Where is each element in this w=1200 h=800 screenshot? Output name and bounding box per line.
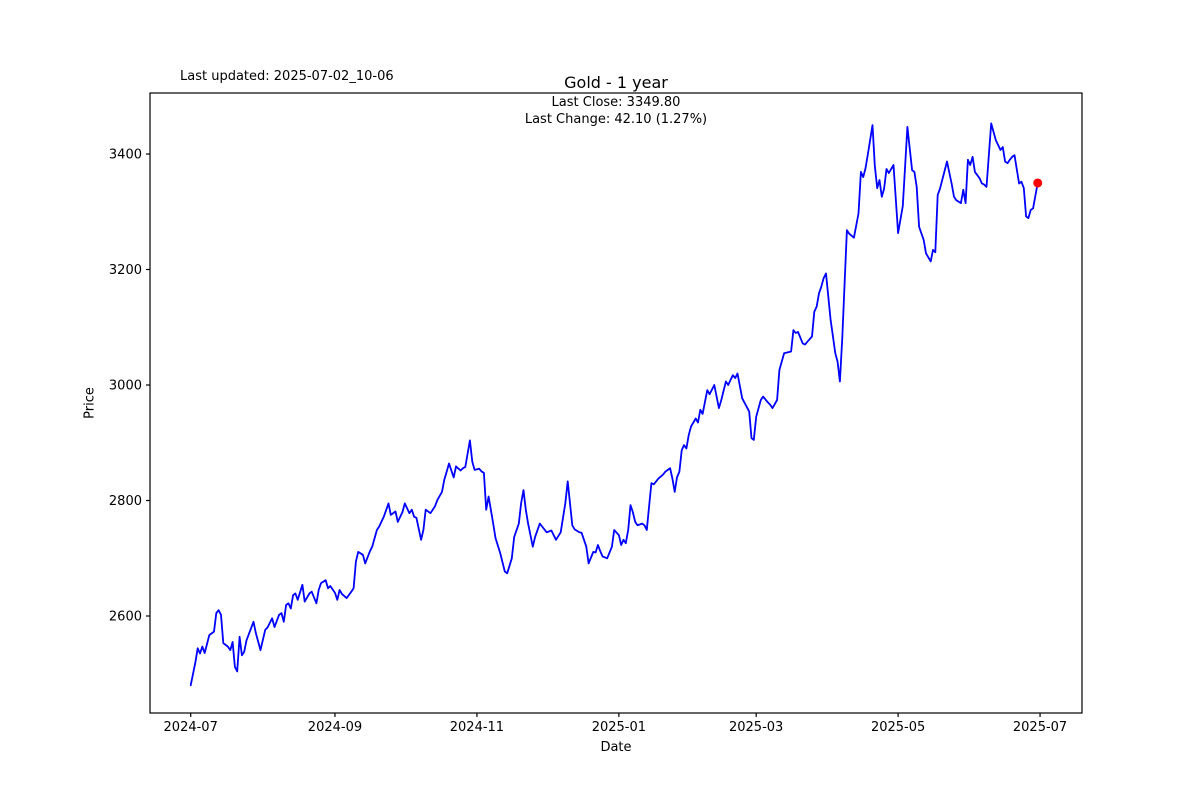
y-tick-label: 3000: [109, 379, 142, 394]
y-tick-label: 2800: [109, 494, 142, 509]
last-change-annotation: Last Change: 42.10 (1.27%): [524, 112, 708, 127]
x-tick-label: 2025-01: [592, 720, 646, 735]
x-tick-label: 2025-03: [729, 720, 783, 735]
y-tick-label: 3200: [109, 263, 142, 278]
y-tick-label: 2600: [109, 610, 142, 625]
plot-border: [149, 92, 1083, 714]
x-tick-label: 2024-11: [450, 720, 504, 735]
y-tick-label: 3400: [109, 148, 142, 163]
x-tick-label: 2025-07: [1013, 720, 1067, 735]
last-price-marker: [1033, 178, 1043, 188]
x-axis-label: Date: [600, 740, 632, 755]
x-tick-label: 2024-07: [164, 720, 218, 735]
price-line: [189, 122, 1039, 687]
x-tick-label: 2025-05: [871, 720, 925, 735]
last-close-annotation: Last Close: 3349.80: [551, 95, 681, 110]
chart-title: Gold - 1 year: [564, 73, 668, 92]
x-tick-label: 2024-09: [308, 720, 362, 735]
last-updated-text: Last updated: 2025-07-02_10-06: [180, 69, 394, 84]
